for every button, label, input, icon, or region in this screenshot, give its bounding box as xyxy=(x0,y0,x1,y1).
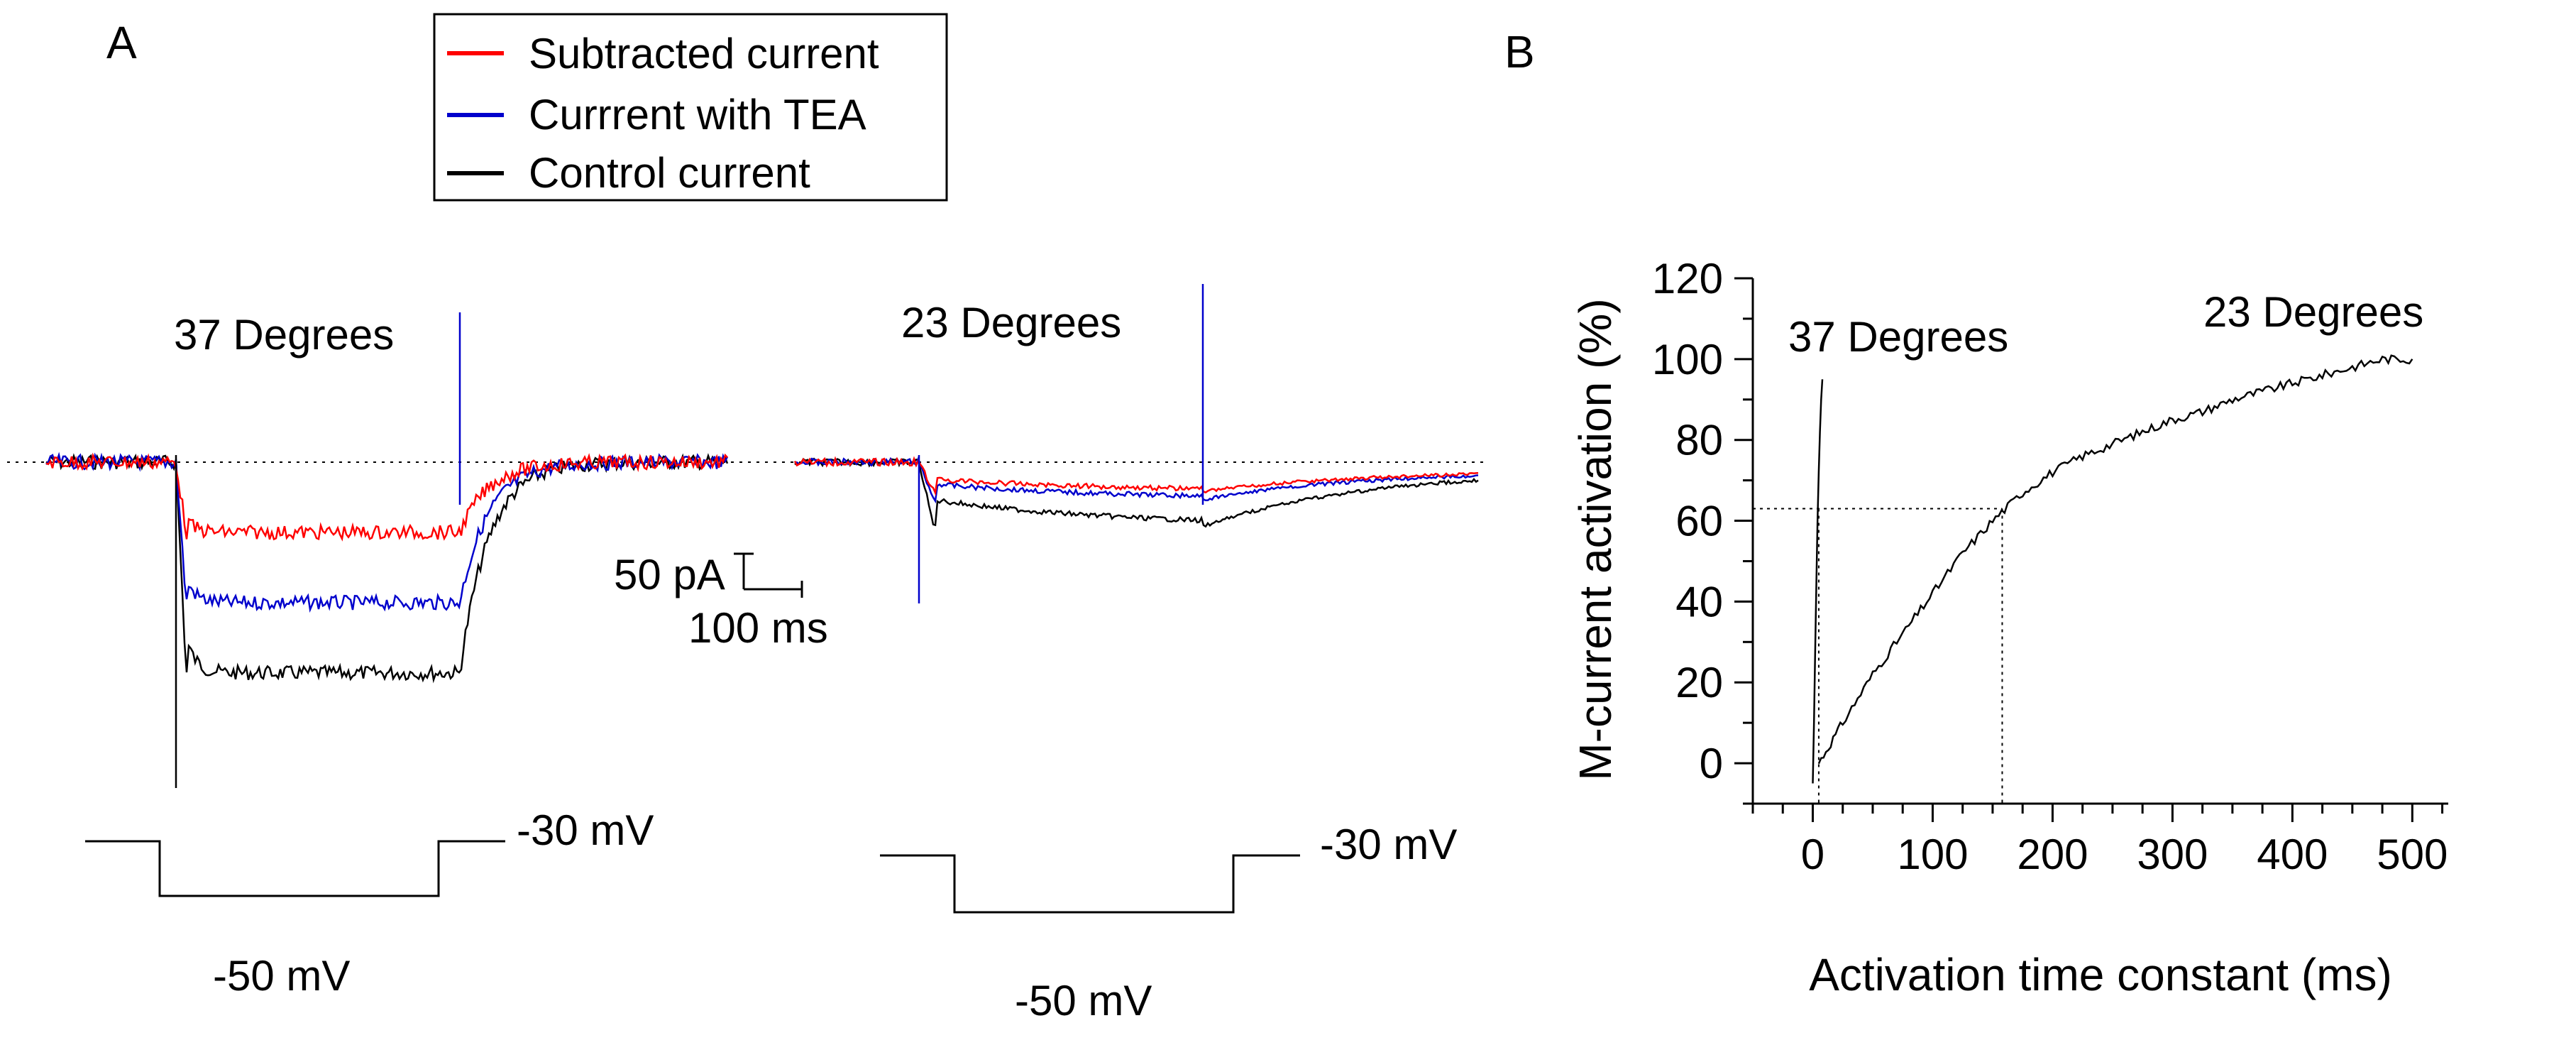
panel-b-plot: 0 20 40 60 80 100 120 0 100 200 300 400 500 37 Degr… xyxy=(1570,255,2448,1000)
traces-panel-a xyxy=(45,284,1479,788)
step-voltage-label-37: -50 mV xyxy=(213,952,350,1000)
x-tick-label: 0 xyxy=(1801,831,1824,878)
series-panel-b xyxy=(1812,354,2413,784)
y-tick-label: 60 xyxy=(1675,498,1723,545)
holding-voltage-label-23: -30 mV xyxy=(1320,821,1457,868)
series-line-23 xyxy=(1817,354,2413,765)
series-label-37: 37 Degrees xyxy=(1788,313,2008,361)
guide-lines xyxy=(1753,508,2003,804)
x-tick-label: 200 xyxy=(2017,831,2088,878)
x-axis-title: Activation time constant (ms) xyxy=(1809,949,2392,1000)
y-tick-label: 80 xyxy=(1675,417,1723,464)
voltage-protocol-37: -30 mV -50 mV xyxy=(85,806,654,1000)
y-tick-label: 0 xyxy=(1700,740,1723,787)
step-voltage-label-23: -50 mV xyxy=(1015,977,1152,1024)
scale-bar: 50 pA 100 ms xyxy=(614,551,828,652)
group-label-37: 37 Degrees xyxy=(174,311,394,359)
legend-box xyxy=(433,13,948,202)
panel-b-label: B xyxy=(1504,26,1535,77)
voltage-step-37 xyxy=(85,840,505,897)
trace-23-subtracted xyxy=(793,456,1479,496)
y-ticks: 0 20 40 60 80 100 120 xyxy=(1652,255,1753,805)
series-line-37 xyxy=(1812,379,1824,784)
x-ticks: 0 100 200 300 400 500 xyxy=(1751,804,2448,878)
holding-voltage-label-37: -30 mV xyxy=(517,806,654,854)
voltage-step-23 xyxy=(880,854,1300,914)
trace-37-subtracted xyxy=(45,452,728,542)
series-label-23: 23 Degrees xyxy=(2203,288,2423,336)
y-tick-label: 40 xyxy=(1675,578,1723,625)
panel-a-label: A xyxy=(106,17,137,68)
trace-23-tea xyxy=(794,456,1479,504)
x-tick-label: 500 xyxy=(2377,831,2448,878)
trace-23-control xyxy=(794,457,1479,528)
legend: Subtracted current Currrent with TEA Con… xyxy=(433,13,948,202)
group-label-23: 23 Degrees xyxy=(901,299,1121,346)
voltage-protocol-23: -30 mV -50 mV xyxy=(880,821,1457,1024)
y-tick-label: 20 xyxy=(1675,659,1723,706)
scale-bar-current-label: 50 pA xyxy=(614,551,725,598)
legend-label-tea: Currrent with TEA xyxy=(529,91,866,138)
scale-bar-time-label: 100 ms xyxy=(688,604,828,652)
legend-label-subtracted: Subtracted current xyxy=(529,30,879,77)
y-tick-label: 120 xyxy=(1652,255,1723,302)
y-tick-label: 100 xyxy=(1652,336,1723,383)
legend-label-control: Control current xyxy=(529,149,810,197)
x-tick-label: 400 xyxy=(2257,831,2328,878)
x-tick-label: 300 xyxy=(2137,831,2208,878)
y-axis-title: M-current activation (%) xyxy=(1570,298,1621,780)
x-tick-label: 100 xyxy=(1897,831,1968,878)
